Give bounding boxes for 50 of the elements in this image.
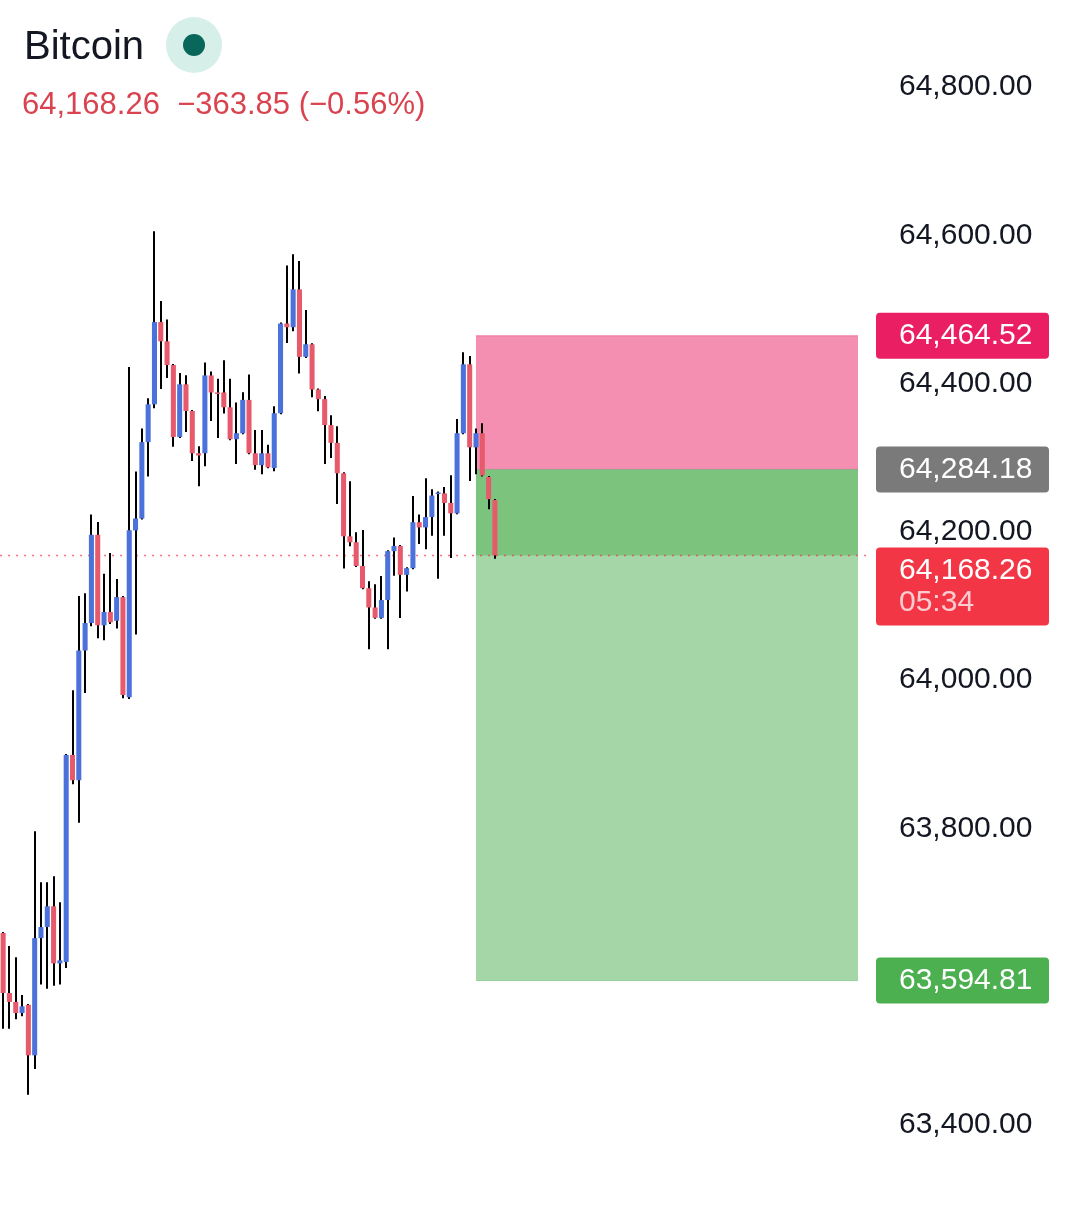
candlestick [448,475,454,559]
candlestick [486,475,492,510]
candlestick [158,301,164,390]
candlestick [328,415,334,458]
y-tick-label: 64,400.00 [899,364,1033,398]
candlestick [372,584,378,619]
y-tick-label: 64,600.00 [899,216,1033,250]
y-tick-label: 64,000.00 [899,661,1033,695]
candlestick [101,573,107,641]
candlestick [353,532,359,567]
candlestick [423,478,429,550]
ref-line-label: 64,464.52 [899,317,1033,350]
candlestick [347,481,353,547]
candlestick [378,576,384,619]
candlestick [13,957,19,1020]
candlestick [208,371,214,421]
y-tick-label: 64,200.00 [899,513,1033,547]
candlestick [391,537,397,576]
candlestick [114,579,120,629]
candlestick [429,489,435,536]
candlestick [265,444,271,469]
candlestick [315,388,321,412]
y-tick-label: 64,800.00 [899,68,1033,102]
candlestick [473,428,479,475]
chart-subtitle: 64,168.26 −363.85 (−0.56%) [22,85,426,123]
candlestick [6,946,12,1029]
candlestick [38,882,44,985]
candlestick [359,530,366,590]
ref-line-label: 64,284.18 [899,450,1033,484]
candlestick [44,882,50,989]
candlestick [107,553,113,625]
candlestick [196,446,202,487]
candlestick [19,994,25,1017]
candlestick [366,581,372,650]
candlestick [303,309,309,358]
candlestick [57,902,63,985]
candlestick [133,471,139,635]
candlestick [404,567,410,592]
y-tick-label: 63,400.00 [899,1106,1033,1140]
candlestick [233,402,239,464]
ref-line-label: 64,168.26 [899,551,1033,585]
chart-title: Bitcoin [24,22,145,69]
candlestick [252,430,258,470]
candlestick [259,430,265,475]
ref-line-label: 63,594.81 [899,961,1033,995]
y-tick-label: 63,800.00 [899,809,1033,843]
candlestick [441,487,447,536]
text: 05:34 [899,583,975,617]
candlestick [416,514,422,544]
candlestick [164,319,170,378]
